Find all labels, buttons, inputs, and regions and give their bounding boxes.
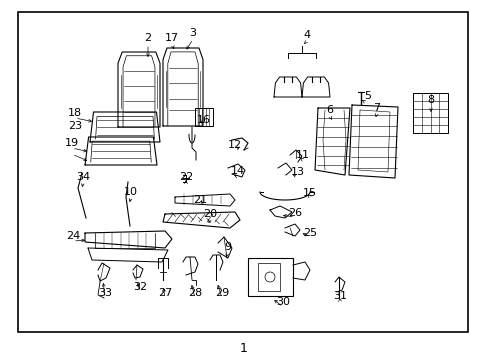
- Text: 32: 32: [133, 282, 147, 292]
- Text: 16: 16: [197, 115, 210, 125]
- Text: 18: 18: [68, 108, 82, 118]
- Text: 28: 28: [187, 288, 202, 298]
- Text: 11: 11: [295, 150, 309, 160]
- Text: 2: 2: [144, 33, 151, 43]
- Text: 3: 3: [189, 28, 196, 38]
- Text: 34: 34: [76, 172, 90, 182]
- Text: 13: 13: [290, 167, 305, 177]
- Text: 21: 21: [193, 195, 206, 205]
- Text: 4: 4: [303, 30, 310, 40]
- Text: 9: 9: [224, 242, 231, 252]
- Bar: [412, 93, 447, 133]
- Text: 6: 6: [326, 105, 333, 115]
- Bar: [195, 108, 213, 126]
- Text: 14: 14: [230, 166, 244, 176]
- Text: 23: 23: [68, 121, 82, 131]
- Text: 33: 33: [98, 288, 112, 298]
- Text: 17: 17: [164, 33, 179, 43]
- Text: 20: 20: [203, 209, 217, 219]
- Bar: [247, 258, 292, 296]
- Text: 24: 24: [66, 231, 80, 241]
- Text: 26: 26: [287, 208, 302, 218]
- Text: 29: 29: [214, 288, 229, 298]
- Text: 22: 22: [179, 172, 193, 182]
- Text: 12: 12: [227, 140, 242, 150]
- Text: 7: 7: [373, 103, 380, 113]
- Bar: [258, 263, 280, 291]
- Text: 25: 25: [303, 228, 316, 238]
- Text: 10: 10: [124, 187, 138, 197]
- Text: 1: 1: [240, 342, 247, 355]
- Text: 15: 15: [303, 188, 316, 198]
- Text: 5: 5: [364, 91, 371, 101]
- Text: 31: 31: [332, 291, 346, 301]
- Text: 27: 27: [158, 288, 172, 298]
- Bar: [18, 12, 467, 332]
- Text: 19: 19: [65, 138, 79, 148]
- Text: 30: 30: [275, 297, 289, 307]
- Text: 8: 8: [427, 95, 434, 105]
